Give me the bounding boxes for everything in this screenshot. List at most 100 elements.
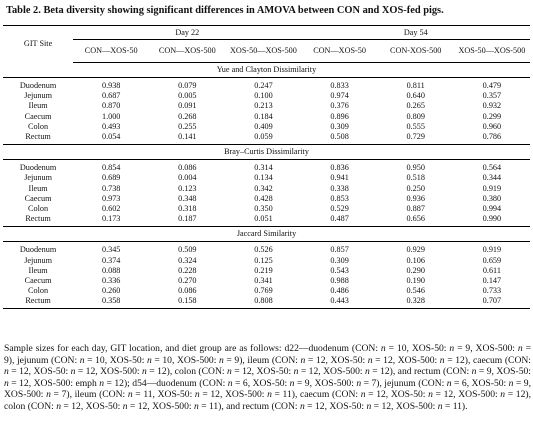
table-cell: 0.086 [178,286,197,296]
header-group-label: XOS-50—XOS-500 [458,46,526,56]
table-cell: 0.809 [406,111,425,121]
table-cell: 0.190 [406,275,425,285]
table-cell: 0.687 [101,91,121,101]
table-cell: 0.314 [254,163,273,173]
table-cell: 0.338 [330,183,349,193]
table-cell: 0.950 [406,163,425,173]
table-cell: 0.786 [482,132,502,142]
table-cell: 1.000 [101,111,121,121]
header-group-d22-xos50-xos500: XOS-50—XOS-500 [225,39,302,63]
table-cell: 0.555 [406,121,425,131]
footnote-text: Sample sizes for each day, GIT location,… [4,343,531,412]
table-cell: 0.348 [178,193,197,203]
header-group-label: XOS-50—XOS-500 [230,46,297,56]
table-cell: 0.486 [330,286,349,296]
table-cell: 0.656 [406,214,425,224]
table-cell: 0.187 [178,214,197,224]
table-cell: 0.509 [178,245,197,255]
table-cell: 0.973 [101,193,121,203]
table-cell: 0.409 [254,121,273,131]
table-cell: 0.260 [101,286,121,296]
table-cell: 0.350 [254,203,273,213]
table-cell: 0.611 [482,265,501,275]
table-cell: 0.318 [178,203,197,213]
header-group-label: CON-XOS-500 [390,46,442,56]
table-row: Ileum 0.088 0.228 0.219 0.543 0.290 0.611 [3,266,530,276]
table-cell: 0.887 [406,203,425,213]
table-row: Ileum 0.870 0.091 0.213 0.376 0.265 0.932 [3,101,530,111]
table-cell: 0.173 [101,214,121,224]
header-group-d54-con-xos500: CON-XOS-500 [377,39,454,63]
table-cell: 0.990 [482,214,502,224]
table-cell: 0.659 [482,255,502,265]
table-row: Colon 0.602 0.318 0.350 0.529 0.887 0.994 [3,204,530,214]
table-cell: 0.054 [101,132,121,142]
table-cell: 0.088 [101,265,121,275]
table-cell: 0.147 [482,275,502,285]
table-cell: 0.255 [178,121,197,131]
table-cell: 0.219 [254,265,273,275]
table-cell: 0.125 [254,255,273,265]
row-site-label: Jejunum [24,173,52,183]
table-footnote: Sample sizes for each day, GIT location,… [4,343,531,413]
row-site-label: Duodenum [19,81,57,91]
table-cell: 0.870 [101,101,121,111]
table-cell: 0.106 [406,255,425,265]
header-day-22: Day 22 [73,25,302,40]
table-row: Jejunum 0.374 0.324 0.125 0.309 0.106 0.659 [3,255,530,265]
header-group-label: CON—XOS-50 [84,46,138,56]
table-title: Beta diversity showing significant diffe… [43,5,444,16]
table-cell: 0.853 [330,193,349,203]
row-site-label: Duodenum [19,245,57,255]
table-cell: 0.526 [254,245,273,255]
table-cell: 0.100 [254,91,273,101]
table-cell: 0.270 [178,275,197,285]
table-row: Rectum 0.054 0.141 0.059 0.508 0.729 0.786 [3,132,530,145]
row-site-label: Jejunum [24,255,52,265]
table-cell: 0.059 [254,132,273,142]
table-cell: 0.051 [254,214,273,224]
table-cell: 0.988 [330,275,349,285]
table-row: Jejunum 0.687 0.005 0.100 0.974 0.640 0.357 [3,91,530,101]
table-cell: 0.811 [406,81,425,91]
table-cell: 0.707 [482,296,502,306]
table-cell: 0.640 [406,91,425,101]
table-cell: 0.309 [330,255,349,265]
table-cell: 0.546 [406,286,425,296]
table-cell: 0.508 [330,132,349,142]
table-cell: 0.374 [101,255,121,265]
table-cell: 0.938 [101,81,121,91]
header-group-d22-con-xos500: CON—XOS-500 [149,39,226,63]
row-site-label: Colon [28,203,49,213]
table-cell: 0.729 [406,132,425,142]
table-cell: 0.004 [178,173,197,183]
table-cell: 0.738 [101,183,121,193]
table-row: Caecum 0.973 0.348 0.428 0.853 0.936 0.380 [3,194,530,204]
table-cell: 0.228 [178,265,197,275]
table-cell: 0.529 [330,203,349,213]
row-site-label: Colon [28,286,49,296]
table-cell: 0.086 [178,163,197,173]
table-cell: 0.929 [406,245,425,255]
row-site-label: Ileum [28,183,48,193]
table-cell: 0.602 [101,203,121,213]
section-title: Yue and Clayton Dissimilarity [3,62,530,78]
table-cell: 0.919 [482,183,502,193]
table-cell: 0.344 [482,173,502,183]
row-site-label: Rectum [25,132,51,142]
table-cell: 0.250 [406,183,425,193]
row-site-label: Colon [28,121,49,131]
table-cell: 0.936 [406,193,425,203]
header-day-54: Day 54 [301,25,530,40]
table-cell: 0.336 [101,275,121,285]
table-cell: 0.141 [178,132,197,142]
table-row: Duodenum 0.854 0.086 0.314 0.836 0.950 0.564 [3,163,530,173]
table-cell: 0.493 [101,121,121,131]
table-cell: 0.091 [178,101,197,111]
table-cell: 0.324 [178,255,197,265]
table-cell: 0.358 [101,296,121,306]
table-row: Colon 0.493 0.255 0.409 0.309 0.555 0.960 [3,122,530,132]
table-cell: 0.919 [482,245,502,255]
table-caption: Table 2. Beta diversity showing signific… [6,4,444,17]
table-row: Duodenum 0.345 0.509 0.526 0.857 0.929 0.919 [3,245,530,255]
